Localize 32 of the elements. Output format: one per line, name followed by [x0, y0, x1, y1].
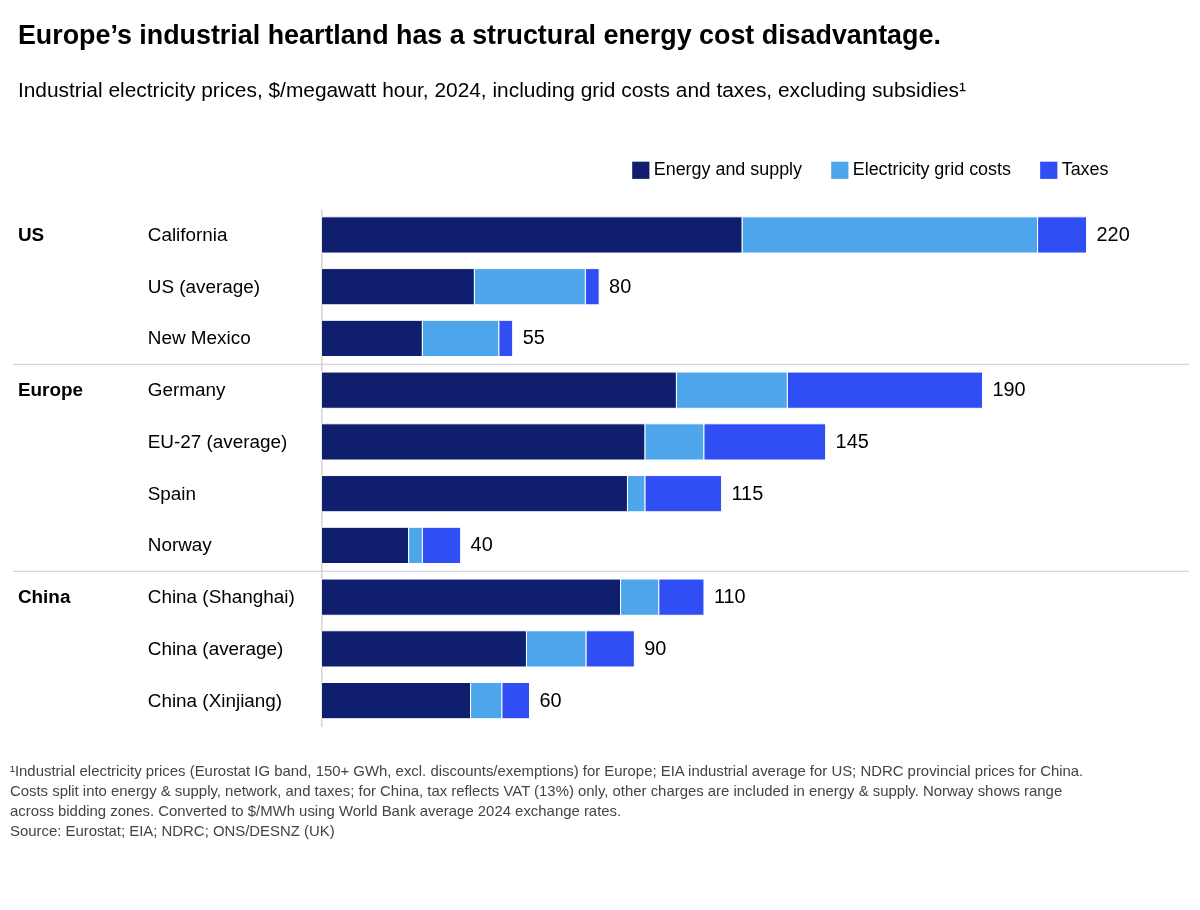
text: Source: Eurostat; EIA; NDRC; ONS/DESNZ (UK)	[9, 821, 335, 839]
annotation: 190	[992, 378, 1026, 401]
annotation: 110	[713, 585, 746, 608]
y-tick-label: US (average)	[147, 275, 261, 297]
annotation: 55	[522, 326, 545, 349]
y-tick-label: China (Xinjiang)	[147, 689, 283, 711]
y-tick-label: Spain	[147, 482, 197, 504]
annotation: 60	[539, 688, 562, 711]
legend-label: Taxes	[1061, 159, 1109, 180]
y-tick-label: Norway	[147, 534, 213, 556]
y-tick-label: China (Shanghai)	[147, 586, 295, 608]
y-tick-label: New Mexico	[147, 327, 251, 349]
annotation: 80	[609, 274, 632, 297]
text: across bidding zones. Converted to $/MWh using World Bank average 2024 exchange rates.	[9, 802, 622, 820]
text: ¹Industrial electricity prices (Eurostat IG band, 150+ GWh, excl. discounts/exemptions) for Europe; EIA industrial average for US; NDRC provincial prices for China.	[9, 762, 1084, 780]
text: Europe	[17, 379, 83, 401]
y-tick-label: China (average)	[147, 637, 284, 659]
annotation: 40	[470, 533, 493, 556]
annotation: 145	[835, 429, 869, 452]
y-tick-label: EU-27 (average)	[147, 430, 288, 452]
chart-title: Europe’s industrial heartland has a structural energy cost disadvantage.	[17, 19, 941, 50]
text: China	[17, 586, 71, 608]
legend-label: Electricity grid costs	[852, 159, 1011, 180]
annotation: 220	[1096, 222, 1130, 245]
annotation: 115	[731, 481, 764, 504]
y-tick-label: California	[147, 223, 229, 245]
legend-label: Energy and supply	[653, 159, 803, 180]
chart-subtitle: Industrial electricity prices, $/megawatt hour, 2024, including grid costs and taxes, excluding subsidies¹	[17, 77, 966, 101]
y-tick-label: Germany	[147, 379, 226, 401]
text: US	[17, 223, 45, 245]
text: Costs split into energy & supply, network, and taxes; for China, tax reflects VAT (13%) only, other charges are included in energy & supply. Norway shows range	[9, 782, 1063, 800]
annotation: 90	[644, 636, 667, 659]
